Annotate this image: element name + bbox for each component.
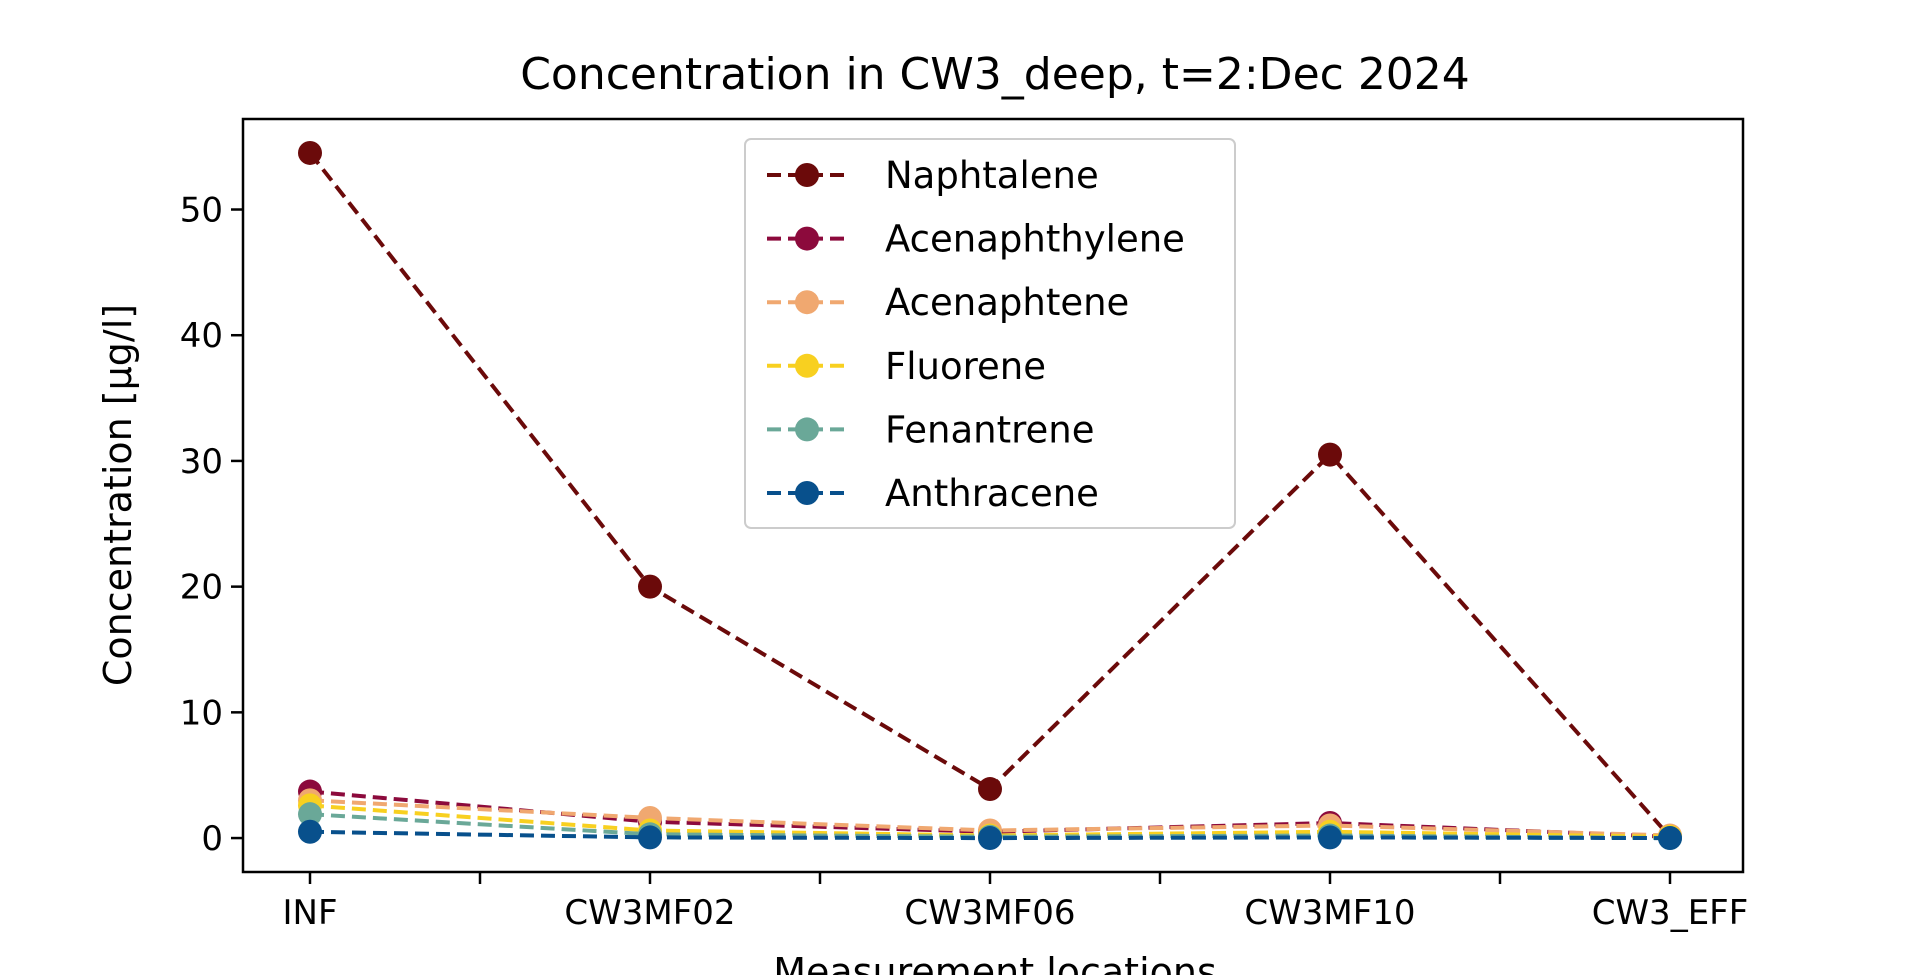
x-axis-label: Measurement locations xyxy=(773,950,1217,975)
legend-item: Anthracene xyxy=(767,472,1099,515)
y-tick-label: 50 xyxy=(180,191,223,231)
legend-label: Acenaphtene xyxy=(885,281,1129,324)
legend-frame xyxy=(744,138,1236,529)
x-tick-label: CW3MF06 xyxy=(904,893,1075,933)
legend-label: Fluorene xyxy=(885,345,1046,388)
legend-item: Fluorene xyxy=(767,345,1046,388)
plot-frame xyxy=(241,117,1745,874)
data-point xyxy=(298,819,322,844)
legend-marker xyxy=(795,290,819,315)
data-point xyxy=(978,777,1002,802)
legend: Naphtalene Acenaphthylene Acenaphtene Fluor… xyxy=(744,138,1236,529)
series-anthracene xyxy=(298,819,1682,851)
legend-label: Acenaphthylene xyxy=(885,218,1185,261)
y-tick-label: 10 xyxy=(180,693,223,733)
x-tick-label: CW3_EFF xyxy=(1592,893,1749,933)
x-tick-label: CW3MF10 xyxy=(1244,893,1415,933)
y-tick-label: 0 xyxy=(201,819,223,859)
legend-item: Fenantrene xyxy=(767,408,1094,451)
data-point xyxy=(1318,825,1342,850)
legend-item: Acenaphtene xyxy=(767,281,1129,324)
y-tick-label: 40 xyxy=(180,316,223,356)
legend-marker xyxy=(795,226,819,251)
y-axis-label: Concentration [µg/l] xyxy=(96,304,140,686)
legend-marker xyxy=(795,353,819,378)
plot-area xyxy=(298,140,1682,851)
data-point xyxy=(978,826,1002,851)
y-axis: 0 10 20 30 40 50 xyxy=(180,191,243,859)
data-point xyxy=(638,574,662,599)
y-tick-label: 30 xyxy=(180,442,223,482)
data-point xyxy=(1318,442,1342,467)
chart-title: Concentration in CW3_deep, t=2:Dec 2024 xyxy=(520,49,1470,100)
x-axis: INF CW3MF02 CW3MF06 CW3MF10 CW3_EFF xyxy=(282,872,1748,933)
legend-label: Naphtalene xyxy=(885,154,1099,197)
legend-marker xyxy=(795,481,819,505)
data-point xyxy=(298,802,322,827)
legend-marker xyxy=(795,163,819,187)
legend-item: Naphtalene xyxy=(767,154,1099,197)
data-point xyxy=(638,825,662,850)
y-tick-label: 20 xyxy=(180,568,223,608)
x-tick-label: CW3MF02 xyxy=(564,893,735,933)
data-point xyxy=(298,140,322,165)
legend-item: Acenaphthylene xyxy=(767,218,1185,261)
legend-marker xyxy=(795,417,819,442)
x-tick-label: INF xyxy=(282,893,337,933)
legend-label: Anthracene xyxy=(885,472,1099,515)
data-point xyxy=(1658,826,1682,851)
legend-label: Fenantrene xyxy=(885,408,1094,451)
